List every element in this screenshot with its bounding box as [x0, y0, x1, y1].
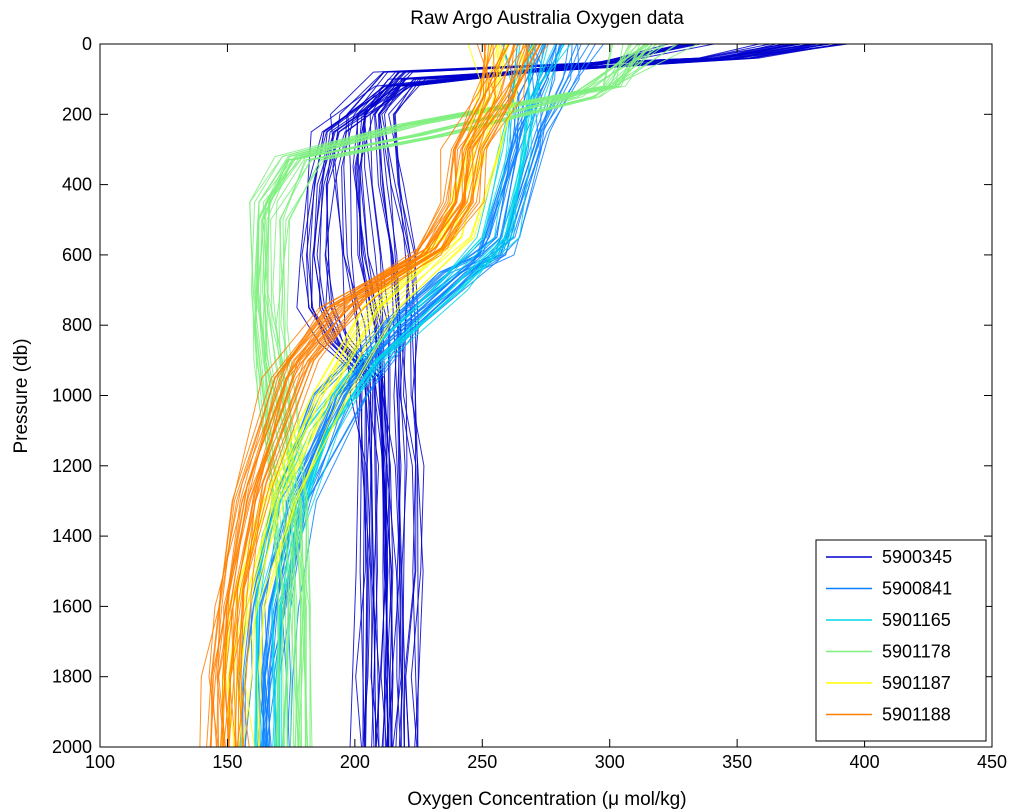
y-tick-label: 600: [62, 245, 92, 265]
profile-line: [242, 44, 535, 747]
profile-line: [301, 44, 696, 747]
x-tick-label: 100: [85, 752, 115, 772]
profile-line: [264, 44, 544, 747]
legend-label: 5900345: [882, 547, 952, 567]
profile-line: [206, 44, 487, 747]
legend-label: 5900841: [882, 579, 952, 599]
profile-line: [255, 44, 647, 747]
series-5900345: [296, 44, 848, 747]
y-axis: 0 200 400 600 800 1000 1200 1400 1600 1800 2000: [52, 34, 992, 757]
y-tick-label: 1200: [52, 456, 92, 476]
profile-line: [209, 44, 486, 747]
legend-box: [815, 539, 987, 742]
profile-line: [260, 44, 530, 747]
y-tick-label: 2000: [52, 737, 92, 757]
profile-line: [228, 44, 497, 747]
legend-label: 5901188: [882, 705, 951, 725]
profile-line: [282, 44, 662, 747]
x-tick-label: 300: [595, 752, 625, 772]
profile-line: [228, 44, 528, 747]
profile-line: [236, 44, 529, 747]
profile-line: [296, 44, 683, 747]
profile-line: [270, 44, 537, 747]
profile-line: [358, 44, 790, 747]
profile-line: [369, 44, 816, 747]
profile-line: [306, 44, 669, 747]
profile-line: [355, 44, 801, 747]
y-tick-label: 1600: [52, 596, 92, 616]
profile-line: [260, 44, 547, 747]
profile-line: [332, 44, 760, 747]
x-tick-label: 400: [850, 752, 880, 772]
profile-line: [217, 44, 506, 747]
y-tick-label: 200: [62, 104, 92, 124]
profile-line: [240, 44, 530, 747]
profile-line: [211, 44, 520, 747]
profile-line: [274, 44, 565, 747]
x-axis-title: Oxygen Concentration (μ mol/kg): [407, 789, 686, 810]
profile-line: [224, 44, 536, 747]
profile-line: [275, 44, 698, 747]
legend-label: 5901178: [882, 642, 951, 662]
x-axis: 100 150 200 250 300 350 400 450: [85, 44, 1007, 772]
legend-label: 5901165: [882, 610, 951, 630]
y-tick-label: 400: [62, 175, 92, 195]
profile-line: [356, 44, 797, 747]
profile-line: [256, 44, 524, 747]
x-tick-label: 250: [467, 752, 497, 772]
profile-line: [381, 44, 828, 747]
profile-line: [256, 44, 633, 747]
profile-line: [343, 44, 787, 747]
profile-line: [356, 44, 801, 747]
profile-line: [243, 44, 503, 747]
profile-line: [254, 44, 515, 747]
profile-line: [313, 44, 684, 747]
y-tick-label: 1400: [52, 526, 92, 546]
profile-line: [262, 44, 582, 747]
profile-line: [281, 44, 540, 747]
chart-title: Raw Argo Australia Oxygen data: [410, 8, 684, 29]
profile-line: [374, 44, 831, 747]
legend: 5900345 5900841 5901165 5901178 5901187 59011…: [815, 539, 987, 742]
y-tick-label: 1000: [52, 386, 92, 406]
x-tick-label: 200: [340, 752, 370, 772]
x-tick-label: 350: [722, 752, 752, 772]
profile-line: [286, 44, 677, 747]
profile-line: [388, 44, 842, 747]
profile-line: [221, 44, 516, 747]
profile-line: [234, 44, 515, 747]
profile-line: [270, 44, 650, 747]
profile-line: [258, 44, 526, 747]
profile-line: [360, 44, 798, 747]
y-tick-label: 0: [82, 34, 92, 54]
x-tick-label: 450: [977, 752, 1007, 772]
profile-line: [378, 44, 827, 747]
profile-line: [377, 44, 818, 747]
y-axis-title: Pressure (db): [11, 338, 32, 453]
profile-line: [378, 44, 818, 747]
series-5901188: [199, 44, 549, 747]
profile-line: [364, 44, 793, 747]
legend-label: 5901187: [882, 673, 951, 693]
profile-line: [392, 44, 826, 747]
profile-line: [373, 44, 812, 747]
x-tick-label: 150: [212, 752, 242, 772]
profile-line: [271, 44, 530, 747]
profile-line: [354, 44, 785, 747]
profiles-layer: [199, 44, 848, 747]
profile-line: [256, 44, 537, 747]
y-tick-label: 1800: [52, 667, 92, 687]
y-tick-label: 800: [62, 315, 92, 335]
profile-line: [352, 44, 777, 747]
profile-line: [280, 44, 544, 747]
profile-line: [358, 44, 812, 747]
profile-line: [363, 44, 817, 747]
profile-line: [222, 44, 515, 747]
profile-line: [379, 44, 830, 747]
